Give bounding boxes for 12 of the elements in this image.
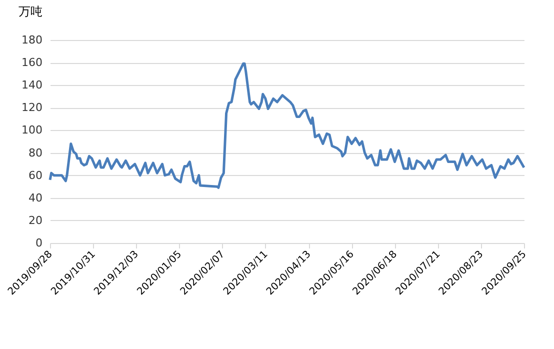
y-tick-label: 180: [22, 34, 42, 46]
y-tick-label: 120: [22, 101, 42, 114]
y-tick-label: 40: [28, 191, 42, 204]
line-series: [48, 62, 526, 189]
y-tick-label: 60: [28, 168, 42, 182]
y-tick-label: 160: [22, 56, 42, 70]
y-tick-label: 140: [22, 78, 42, 92]
y-tick-label: 100: [22, 124, 42, 137]
y-tick-label: 80: [28, 146, 42, 160]
y-axis-title: 万吨: [18, 4, 42, 18]
y-tick-label: 20: [28, 214, 42, 227]
y-tick-label: 0: [36, 236, 42, 250]
